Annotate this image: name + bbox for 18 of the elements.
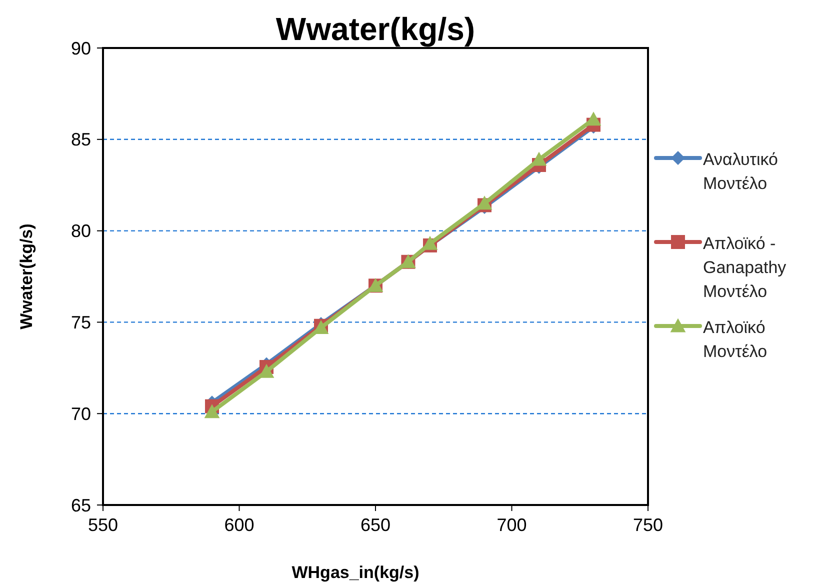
legend-label: Αναλυτικό Μοντέλο (703, 150, 778, 193)
x-tick-label: 750 (632, 515, 664, 535)
chart-title: Wwater(kg/s) (276, 11, 476, 47)
y-tick-label: 75 (70, 312, 91, 332)
y-tick-label: 90 (70, 38, 91, 58)
x-tick-label: 600 (224, 515, 254, 535)
y-tick-label: 80 (70, 221, 91, 242)
y-tick-label: 65 (70, 495, 91, 516)
legend-label: Απλοϊκό Μοντέλο (703, 318, 768, 361)
y-tick-label: 85 (70, 130, 91, 150)
x-tick-label: 550 (88, 515, 118, 535)
x-tick-label: 650 (360, 515, 391, 535)
y-axis-title: Wwater(kg/s) (17, 224, 36, 330)
y-tick-label: 70 (70, 404, 91, 424)
legend-label: Απλοϊκό - Ganapathy Μοντέλο (703, 234, 787, 301)
x-tick-label: 700 (496, 515, 527, 535)
point (204, 404, 220, 418)
x-axis-title: WHgas_in(kg/s) (292, 563, 420, 582)
